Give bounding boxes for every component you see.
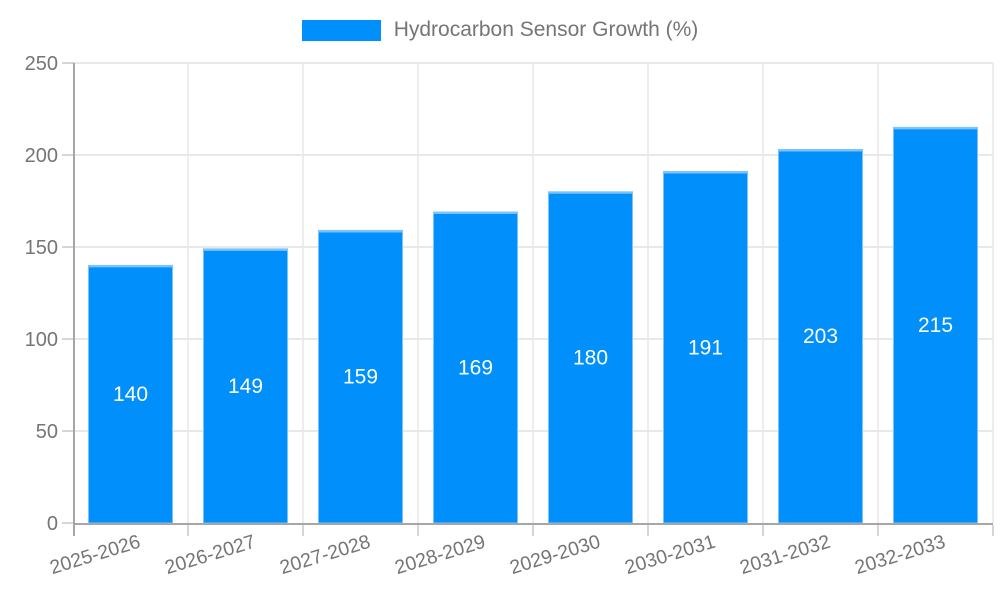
y-axis-tick-label: 200: [25, 145, 58, 167]
bar-value-label: 169: [458, 357, 493, 380]
bar[interactable]: [663, 171, 748, 524]
bar-value-label: 215: [918, 314, 953, 337]
legend-swatch-icon[interactable]: [301, 19, 381, 41]
bar[interactable]: [203, 248, 288, 524]
y-axis-tick-label: 0: [47, 513, 58, 535]
bar-value-label: 149: [228, 375, 263, 398]
bar-value-label: 180: [573, 346, 608, 369]
bar[interactable]: [548, 191, 633, 524]
x-axis-category-label: 2030-2031: [622, 531, 718, 579]
x-axis-category-label: 2032-2033: [852, 531, 948, 579]
bar-value-label: 159: [343, 366, 378, 389]
x-axis-category-label: 2029-2030: [507, 531, 603, 579]
bar-value-label: 203: [803, 325, 838, 348]
y-axis-tick-label: 250: [25, 53, 58, 75]
x-axis-category-label: 2031-2032: [737, 531, 833, 579]
x-axis-category-label: 2025-2026: [47, 531, 143, 579]
legend-label[interactable]: Hydrocarbon Sensor Growth (%): [393, 18, 699, 41]
bar-value-label: 140: [113, 383, 148, 406]
x-axis-category-label: 2026-2027: [162, 531, 258, 579]
y-axis-tick-label: 50: [36, 421, 58, 443]
bar[interactable]: [318, 229, 403, 524]
y-axis-tick-label: 100: [25, 329, 58, 351]
chart-legend[interactable]: Hydrocarbon Sensor Growth (%): [0, 18, 1000, 42]
bar-value-label: 191: [688, 336, 723, 359]
y-axis-tick-label: 150: [25, 237, 58, 259]
x-axis-category-label: 2028-2029: [392, 531, 488, 579]
x-axis-category-label: 2027-2028: [277, 531, 373, 579]
bar[interactable]: [778, 148, 863, 524]
